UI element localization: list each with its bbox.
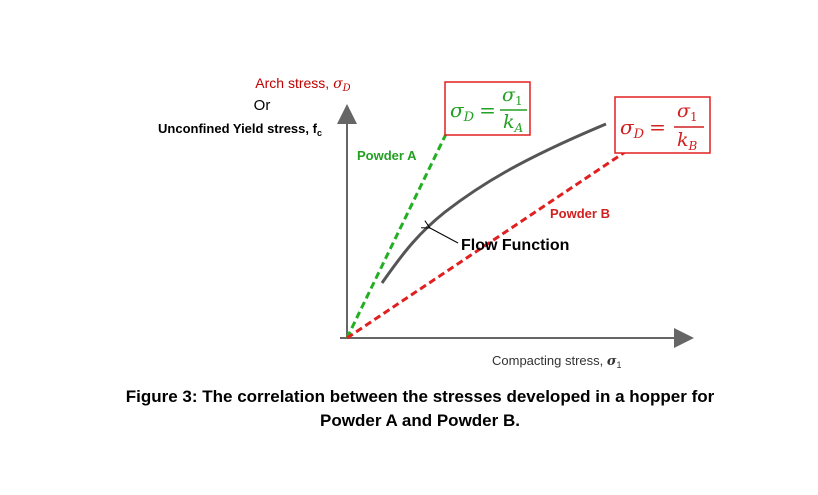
label-text: Unconfined Yield stress, f (158, 121, 318, 136)
formula-a-box (444, 81, 531, 136)
x-axis-label: Compacting stress, σ1 (492, 353, 621, 370)
symbol: σ (677, 100, 691, 122)
subscript: 1 (616, 360, 621, 370)
formula-a-num: σ1 (502, 84, 523, 108)
caption-line: Powder A and Powder B. (320, 411, 520, 430)
or-text: Or (254, 97, 271, 114)
powder-b-label: Powder B (550, 206, 610, 221)
label-text: Compacting stress, (492, 353, 607, 368)
subscript: 1 (690, 110, 698, 124)
equals: = (479, 98, 496, 122)
symbol: σ (607, 354, 617, 369)
flow-function-label: Flow Function (461, 237, 569, 254)
powder-b-line (346, 148, 629, 340)
equals: = (649, 115, 666, 139)
symbol: σ (620, 115, 635, 139)
formula-b-num: σ1 (677, 100, 698, 124)
formula-b-lhs: σD = (620, 115, 666, 142)
subscript: D (342, 83, 351, 94)
subscript: B (688, 139, 698, 153)
subscript: A (514, 121, 524, 135)
flow-function-pointer (430, 228, 459, 244)
powder-a-label: Powder A (357, 148, 417, 163)
y-axis-label: Arch stress, σD (255, 75, 350, 94)
flow-function-curve (380, 122, 607, 284)
formula-a-lhs: σD = (450, 98, 496, 125)
symbol: σ (502, 84, 516, 106)
y-axis-alt-label: Unconfined Yield stress, fc (158, 121, 322, 138)
subscript: D (463, 110, 475, 125)
symbol: σ (333, 76, 343, 92)
caption-line: Figure 3: The correlation between the st… (126, 387, 715, 406)
subscript: 1 (515, 94, 523, 108)
formula-a-den: kA (503, 111, 524, 135)
subscript: c (317, 128, 322, 138)
symbol: k (503, 111, 515, 133)
symbol: σ (450, 98, 465, 122)
formula-b-den: kB (677, 129, 698, 153)
label-text: Arch stress, (255, 75, 333, 91)
powder-a-line (345, 133, 448, 339)
symbol: k (677, 129, 689, 151)
formula-b-box (614, 96, 711, 154)
subscript: D (633, 127, 645, 142)
